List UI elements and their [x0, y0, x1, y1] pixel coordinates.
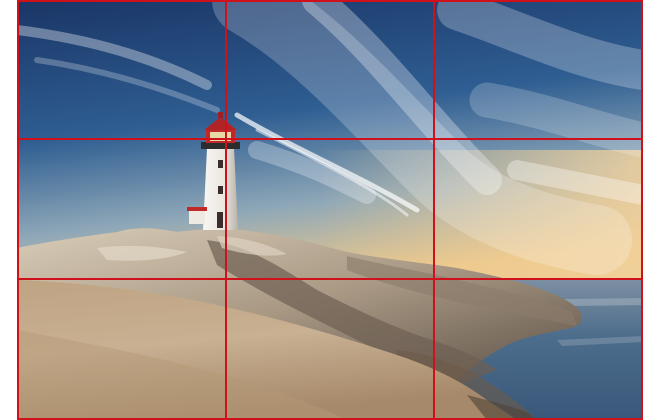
photo-frame	[17, 0, 643, 420]
foreground-granite	[17, 280, 517, 420]
grid-border	[17, 0, 643, 420]
clouds	[17, 0, 643, 275]
rock-shadow	[207, 240, 497, 385]
rule-of-thirds-grid	[17, 0, 643, 420]
lighthouse-photo	[17, 0, 643, 420]
